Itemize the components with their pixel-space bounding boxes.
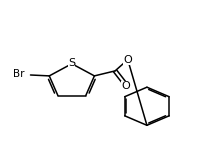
Text: O: O [121,81,130,91]
Text: Br: Br [13,69,24,79]
Text: S: S [68,58,75,68]
Text: O: O [123,55,132,65]
